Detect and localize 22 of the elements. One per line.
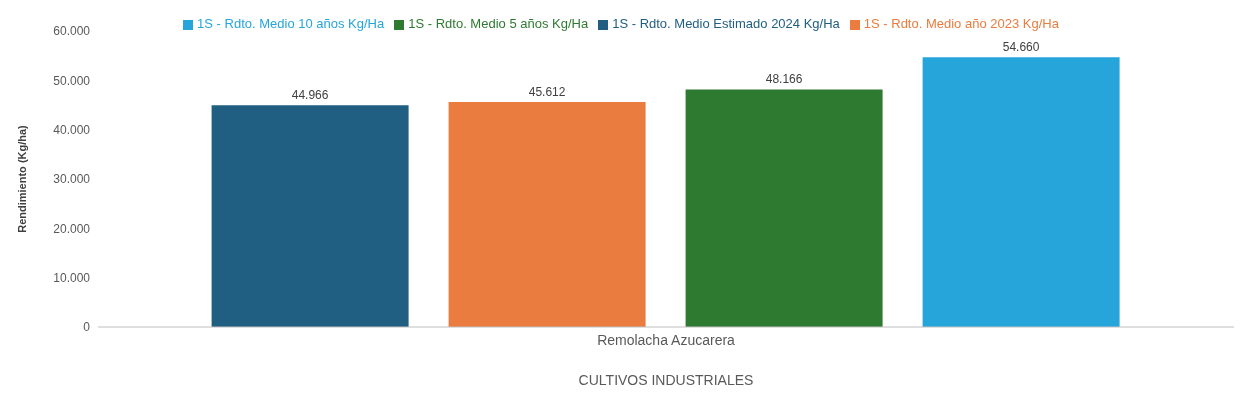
data-label: 44.966 <box>291 88 329 103</box>
bar <box>448 101 646 327</box>
x-axis-title: CULTIVOS INDUSTRIALES <box>578 372 754 388</box>
bar <box>211 105 409 327</box>
y-axis-title: Rendimiento (Kg/ha) <box>15 124 28 233</box>
data-label: 45.612 <box>528 84 566 99</box>
y-tick-label: 0 <box>83 320 91 335</box>
bar <box>922 57 1120 327</box>
y-tick-label: 40.000 <box>53 122 91 137</box>
y-tick-label: 20.000 <box>53 221 91 236</box>
y-tick-label: 60.000 <box>53 24 91 39</box>
data-label: 48.166 <box>765 72 803 87</box>
x-tick-label: Remolacha Azucarera <box>597 331 736 348</box>
data-label: 54.660 <box>1002 40 1040 55</box>
legend-label: 1S - Rdto. Medio Estimado 2024 Kg/Ha <box>612 16 840 31</box>
y-tick-label: 30.000 <box>53 172 91 187</box>
y-tick-label: 10.000 <box>53 270 91 285</box>
legend-label: 1S - Rdto. Medio 5 años Kg/Ha <box>408 16 589 31</box>
bar <box>685 89 883 327</box>
legend-label: 1S - Rdto. Medio año 2023 Kg/Ha <box>863 16 1059 31</box>
y-tick-label: 50.000 <box>53 73 91 88</box>
legend-label: 1S - Rdto. Medio 10 años Kg/Ha <box>197 16 385 31</box>
